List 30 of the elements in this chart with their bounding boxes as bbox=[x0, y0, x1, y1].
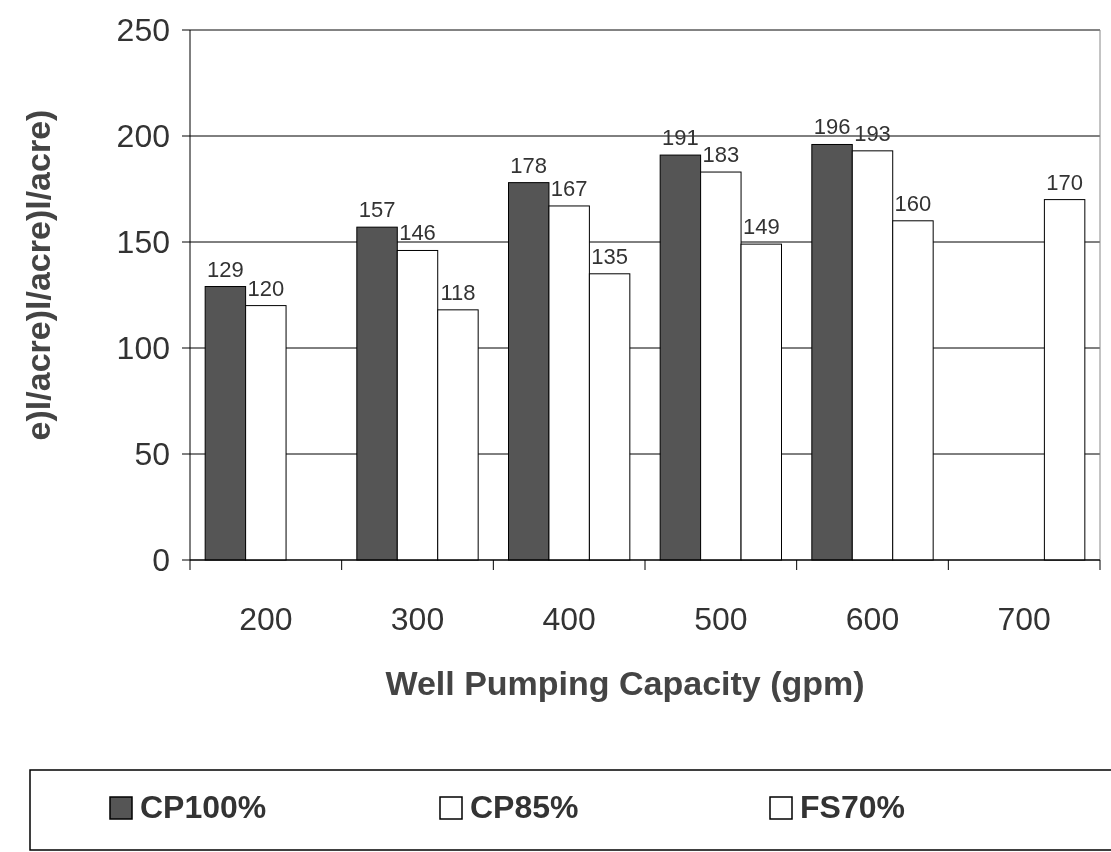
data-label: 157 bbox=[358, 197, 396, 223]
data-label: 196 bbox=[813, 114, 851, 140]
x-axis-title: Well Pumping Capacity (gpm) bbox=[385, 664, 865, 702]
x-tick-label: 400 bbox=[542, 601, 596, 637]
x-tick-label: 600 bbox=[845, 601, 900, 637]
data-label: 120 bbox=[247, 275, 285, 301]
x-tick-label: 300 bbox=[390, 601, 445, 637]
data-label: 178 bbox=[510, 152, 548, 178]
data-label: 170 bbox=[1046, 169, 1083, 195]
legend-label: FS70% bbox=[800, 789, 905, 825]
data-label: 118 bbox=[440, 279, 476, 305]
legend-label: CP85% bbox=[470, 789, 579, 825]
y-tick-label: 50 bbox=[134, 436, 170, 473]
y-axis-title: e)l/acre)l/acre)l/acre) bbox=[19, 109, 57, 441]
y-tick-label: 0 bbox=[152, 542, 170, 579]
y-tick-label: 250 bbox=[116, 12, 170, 49]
data-label: 160 bbox=[894, 190, 932, 216]
x-tick-label: 200 bbox=[239, 601, 293, 637]
x-tick-label: 500 bbox=[694, 601, 748, 637]
data-label: 167 bbox=[550, 175, 588, 201]
data-label: 135 bbox=[591, 243, 628, 269]
y-tick-label: 150 bbox=[116, 224, 170, 261]
data-label: 129 bbox=[207, 256, 244, 282]
data-label: 149 bbox=[742, 214, 780, 240]
y-tick-label: 100 bbox=[116, 330, 170, 367]
legend-label: CP100% bbox=[140, 789, 267, 825]
x-tick-label: 700 bbox=[997, 601, 1051, 637]
y-tick-label: 200 bbox=[116, 118, 170, 155]
data-label: 183 bbox=[702, 142, 740, 168]
data-label: 146 bbox=[399, 220, 436, 246]
